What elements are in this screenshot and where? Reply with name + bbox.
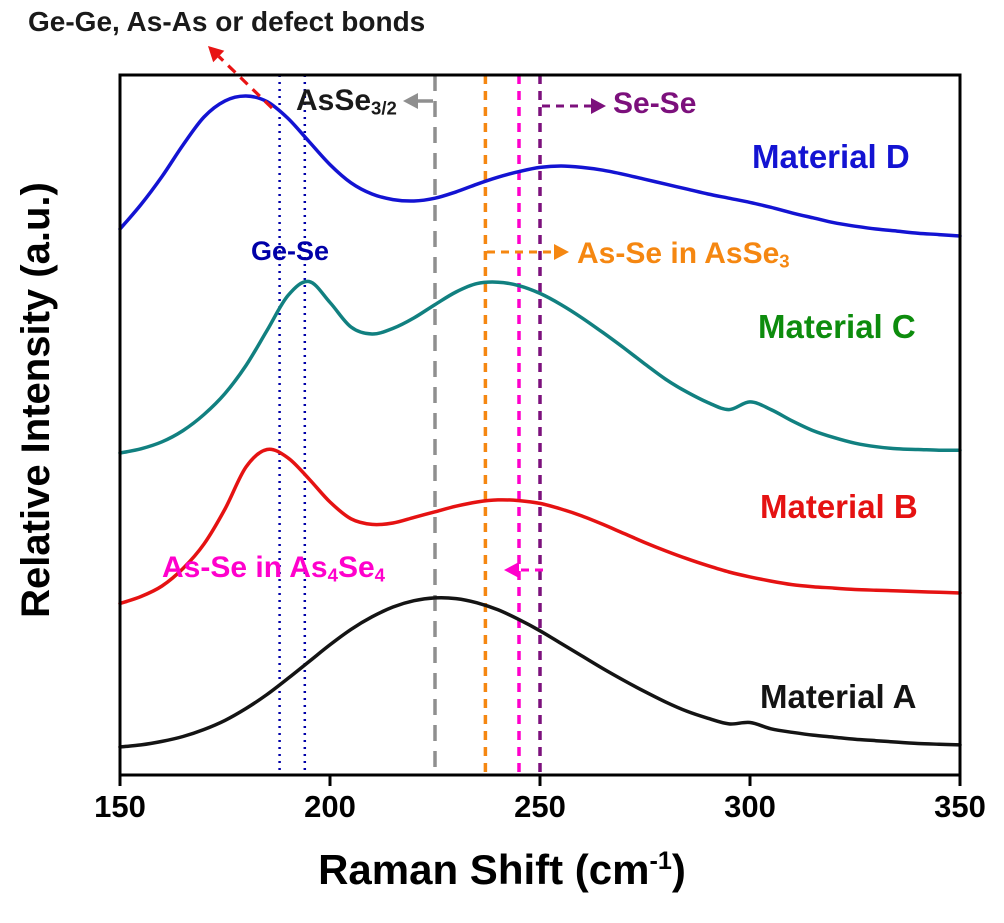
series-label-material-a: Material A [760,678,917,715]
curve-material-a [118,595,962,749]
asse3-arrow-head [554,244,569,260]
x-tick-label-200: 200 [304,789,356,824]
annotation-se-se: Se-Se [613,87,697,120]
x-tick-label-350: 350 [934,789,986,824]
annotation-as-se-in-asse3: As-Se in AsSe3 [577,237,790,272]
asse32-arrow-head [403,93,418,109]
as4se4-arrow-head [504,562,519,578]
x-tick-label-150: 150 [94,789,146,824]
x-tick-label-250: 250 [514,789,566,824]
annotation-defect-bonds: Ge-Ge, As-As or defect bonds [28,6,426,37]
y-axis-title: Relative Intensity (a.u.) [14,182,58,618]
curve-material-b [118,447,962,606]
x-axis-title: Raman Shift (cm-1) [318,846,686,893]
series-label-material-d: Material D [752,138,910,175]
series-label-material-b: Material B [760,488,918,525]
series-label-material-c: Material C [758,308,916,345]
defect-bonds-arrow-line [217,55,274,110]
curve-material-c [118,279,962,455]
curve-material-d [118,94,962,238]
annotation-asse-3-2: AsSe3/2 [296,84,397,119]
annotation-as-se-in-as4se4: As-Se in As4Se4 [162,551,385,586]
se-se-arrow-head [591,98,606,114]
annotation-ge-se: Ge-Se [251,236,330,266]
x-tick-label-300: 300 [724,789,776,824]
defect-bonds-arrow-head [208,46,225,63]
